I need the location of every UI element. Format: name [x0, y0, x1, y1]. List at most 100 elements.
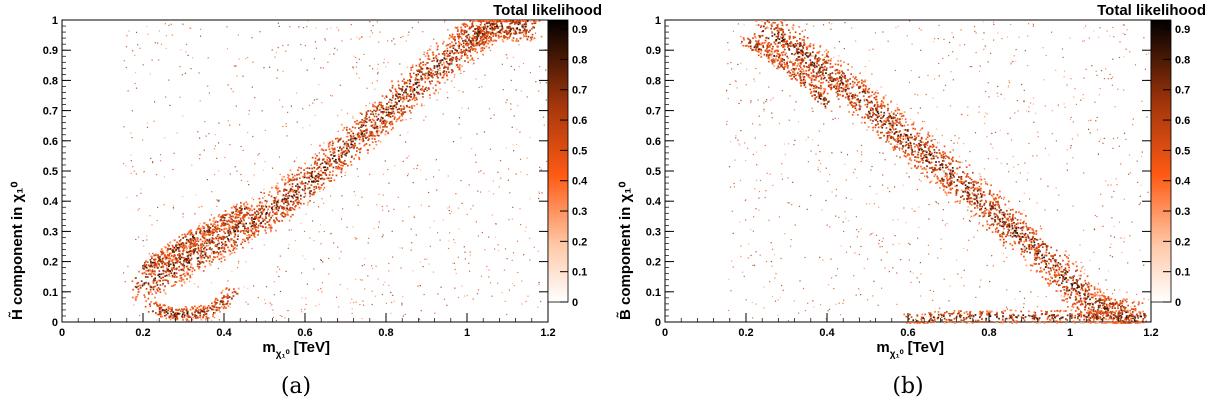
scatter-point [189, 244, 192, 246]
scatter-point [498, 20, 501, 22]
scatter-point [221, 237, 224, 239]
scatter-point [210, 252, 213, 255]
scatter-point [797, 42, 799, 45]
scatter-point [318, 84, 320, 86]
scatter-point [829, 84, 832, 86]
scatter-point [844, 96, 847, 99]
scatter-point [151, 293, 154, 295]
scatter-point [438, 64, 441, 67]
scatter-point [385, 114, 388, 117]
scatter-point [350, 38, 352, 40]
scatter-point [813, 64, 816, 67]
scatter-point [812, 51, 814, 54]
scatter-point [782, 34, 784, 37]
scatter-point [250, 217, 253, 220]
scatter-point [216, 255, 219, 258]
scatter-point [825, 79, 828, 82]
scatter-point [182, 242, 184, 244]
scatter-point [246, 234, 248, 237]
scatter-point [392, 106, 394, 108]
scatter-point [803, 39, 805, 41]
scatter-point [309, 175, 311, 177]
scatter-point [232, 249, 234, 252]
scatter-point [229, 250, 232, 253]
scatter-point [334, 154, 337, 157]
scatter-point [361, 196, 363, 198]
scatter-point [203, 311, 206, 313]
scatter-point [424, 81, 426, 83]
scatter-point [320, 288, 322, 290]
scatter-point [303, 176, 305, 179]
scatter-point [464, 49, 467, 52]
scatter-point [864, 88, 867, 90]
scatter-point [179, 66, 181, 68]
scatter-point [153, 302, 156, 305]
scatter-point [507, 31, 509, 33]
scatter-point [362, 300, 364, 302]
scatter-point [251, 228, 254, 230]
scatter-point [227, 240, 230, 242]
scatter-point [268, 220, 271, 223]
scatter-point [461, 29, 464, 32]
scatter-point [855, 78, 858, 81]
scatter-point [196, 257, 199, 260]
scatter-point [351, 308, 353, 310]
scatter-point [168, 263, 170, 266]
scatter-point [280, 213, 282, 216]
scatter-point [338, 306, 340, 308]
scatter-point [242, 225, 244, 228]
scatter-point [354, 137, 356, 139]
scatter-point [520, 171, 522, 173]
scatter-point [213, 218, 215, 220]
scatter-point [281, 219, 283, 222]
scatter-point [230, 206, 233, 209]
scatter-point [383, 62, 385, 64]
scatter-point [422, 266, 424, 268]
scatter-point [316, 154, 318, 157]
scatter-point [820, 71, 822, 73]
scatter-point [304, 186, 306, 189]
scatter-point [237, 235, 239, 237]
scatter-point [508, 29, 511, 32]
scatter-point [501, 29, 503, 31]
scatter-point [308, 176, 310, 179]
scatter-point [323, 202, 325, 204]
scatter-point [376, 134, 379, 137]
scatter-point [283, 207, 286, 210]
scatter-point [237, 216, 240, 219]
scatter-point [322, 149, 325, 152]
scatter-point [495, 20, 498, 22]
scatter-point [417, 84, 420, 87]
scatter-point [176, 261, 179, 263]
scatter-point [359, 136, 361, 138]
scatter-point [477, 31, 479, 34]
scatter-point [469, 41, 472, 43]
scatter-point [152, 162, 154, 164]
scatter-point [827, 81, 830, 84]
scatter-point [144, 276, 147, 278]
scatter-point [253, 221, 255, 223]
scatter-point [223, 222, 226, 225]
scatter-point [168, 252, 171, 255]
scatter-point [165, 317, 168, 320]
scatter-point [479, 35, 482, 38]
scatter-point [276, 182, 279, 185]
scatter-point [332, 152, 335, 155]
scatter-point [361, 121, 364, 124]
scatter-point [302, 27, 305, 29]
scatter-point [417, 21, 419, 23]
scatter-point [524, 32, 527, 34]
scatter-point [387, 111, 390, 114]
scatter-point [254, 163, 256, 165]
scatter-point [523, 35, 525, 37]
scatter-point [243, 238, 246, 241]
scatter-point [344, 159, 346, 162]
scatter-point [326, 28, 328, 30]
scatter-point [439, 88, 442, 90]
scatter-point [273, 212, 276, 215]
scatter-point [136, 296, 138, 298]
scatter-point [781, 39, 784, 42]
scatter-point [179, 245, 182, 248]
scatter-point [181, 256, 183, 259]
scatter-point [526, 20, 529, 23]
